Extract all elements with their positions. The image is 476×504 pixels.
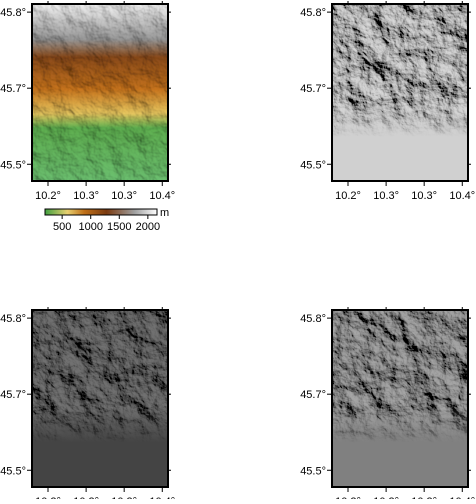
map-panel: 10.2° 10.3° 10.3° 10.4° 45.8° 45.7° 45.5° — [300, 1, 475, 202]
x-tick-label: 10.2° — [35, 190, 61, 202]
y-tick-label: 45.7° — [0, 83, 26, 95]
map-frame — [331, 3, 469, 182]
y-tick-label: 45.7° — [300, 389, 326, 401]
y-tick-label: 45.8° — [300, 7, 326, 19]
x-tick-label: 10.3° — [73, 190, 99, 202]
lowland — [332, 310, 468, 487]
map-panel: 10.2° 10.3° 10.3° 10.4° 45.8° 45.7° 45.5° — [0, 1, 175, 202]
x-tick-label: 10.3° — [373, 190, 399, 202]
y-tick-label: 45.8° — [0, 7, 26, 19]
y-tick-label: 45.7° — [0, 389, 26, 401]
colorbar-label: 2000 — [136, 221, 160, 233]
map-panel: 10.2°10.3°10.3°10.4°45.8°45.7°45.5° — [0, 307, 175, 504]
x-tick-label: 10.3° — [411, 190, 437, 202]
colorbar-unit: m — [160, 207, 169, 219]
y-tick-label: 45.5° — [300, 465, 326, 477]
x-tick-label: 10.2° — [335, 190, 361, 202]
y-tick-label: 45.5° — [300, 159, 326, 171]
x-tick-label: 10.4° — [149, 190, 175, 202]
map-frame — [331, 309, 469, 488]
y-tick-label: 45.8° — [0, 313, 26, 325]
map-panel: 10.2°10.3°10.3°10.4°45.8°45.7°45.5° — [300, 307, 475, 504]
colorbar-label: 1500 — [107, 221, 131, 233]
map-frame — [31, 3, 169, 182]
colorbar-label: 1000 — [78, 221, 102, 233]
x-tick-label: 10.3° — [111, 190, 137, 202]
y-tick-label: 45.7° — [300, 83, 326, 95]
map-frame — [31, 309, 169, 488]
y-tick-label: 45.8° — [300, 313, 326, 325]
x-tick-label: 10.4° — [449, 190, 475, 202]
lowland — [32, 310, 168, 487]
colorbar — [44, 208, 158, 216]
terrain-image — [32, 4, 168, 181]
y-tick-label: 45.5° — [0, 465, 26, 477]
colorbar-label: 500 — [53, 221, 71, 233]
y-tick-label: 45.5° — [0, 159, 26, 171]
lowland — [332, 4, 468, 181]
